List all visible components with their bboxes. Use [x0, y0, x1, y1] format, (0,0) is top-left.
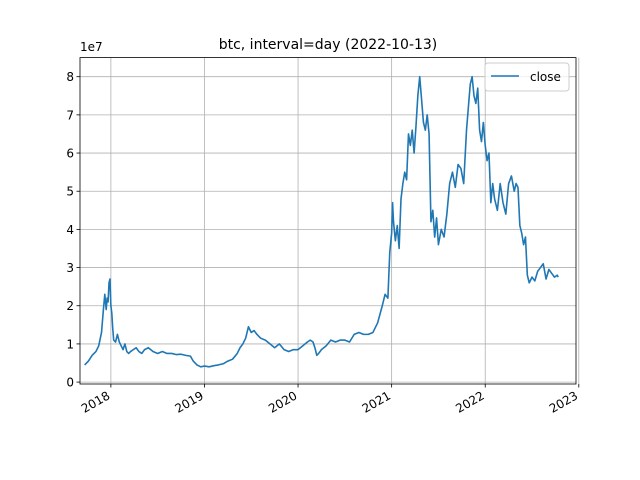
y-tick-label: 1 [66, 337, 74, 351]
y-tick-label: 2 [66, 299, 74, 313]
axes-frame [79, 57, 577, 385]
grid-lines [80, 57, 580, 384]
legend-label-close: close [530, 70, 561, 84]
y-tick-label: 8 [66, 70, 74, 84]
y-tick-label: 5 [66, 185, 74, 199]
legend-box [484, 62, 570, 92]
y-offset-label: 1e7 [80, 40, 103, 54]
y-tick-label: 3 [66, 261, 74, 275]
series-close-line [84, 75, 559, 368]
y-axis-ticks: 0 1 2 3 4 5 6 7 8 [66, 70, 80, 390]
chart-title: btc, interval=day (2022-10-13) [219, 37, 438, 53]
legend: close [484, 62, 570, 92]
y-tick-label: 4 [66, 223, 74, 237]
y-tick-label: 6 [66, 147, 74, 161]
y-tick-label: 0 [66, 376, 74, 390]
plot-area [84, 75, 559, 368]
y-tick-label: 7 [66, 108, 74, 122]
